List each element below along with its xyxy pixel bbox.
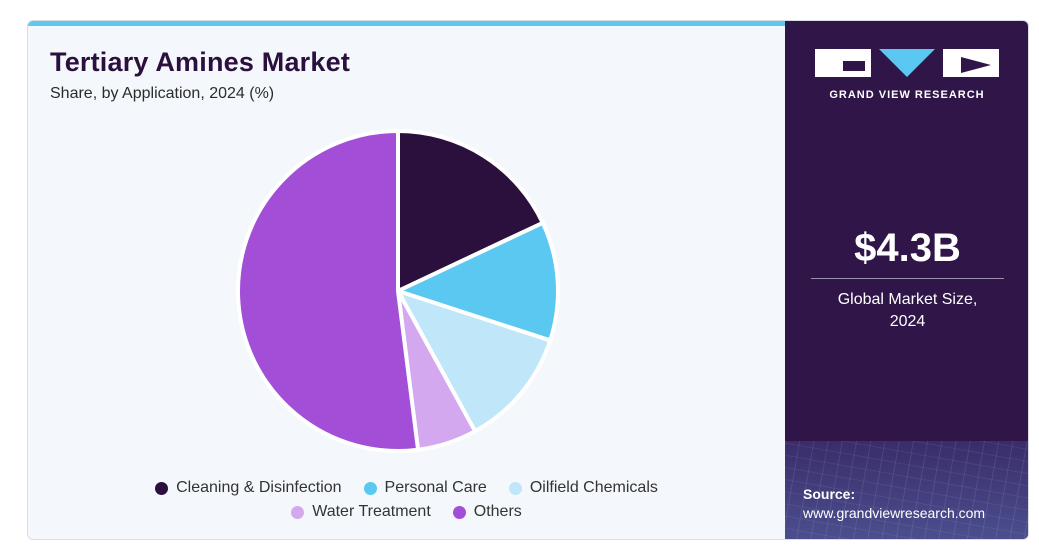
pie-slice-others [235,129,421,453]
legend-item-water: Water Treatment [291,503,431,521]
panel-gradient [785,441,1028,539]
legend-label-water: Water Treatment [312,503,431,520]
legend-row-1: Cleaning & Disinfection Personal Care Oi… [28,479,785,497]
source-url[interactable]: www.grandviewresearch.com [803,505,986,521]
source-label: Source: [803,486,856,502]
chart-title: Tertiary Amines Market [50,47,351,77]
legend-item-oilfield: Oilfield Chemicals [508,479,658,497]
gvr-logo: GRAND VIEW RESEARCH [815,47,999,101]
report-card: Tertiary Amines Market Share, by Applica… [27,20,1029,540]
pie-slice-cleaning [396,129,545,293]
legend-item-personal-care: Personal Care [363,479,487,497]
market-size-label-line2: 2024 [889,313,926,330]
legend-label-personal-care: Personal Care [384,479,487,496]
legend-label-others: Others [473,503,522,520]
summary-panel: GRAND VIEW RESEARCH $4.3B Global Market … [785,21,1028,539]
chart-subtitle: Share, by Application, 2024 (%) [50,85,275,102]
legend-label-cleaning: Cleaning & Disinfection [176,479,342,496]
legend-dot-oilfield [508,481,522,495]
accent-bar [28,21,785,26]
market-size-value: $4.3B [854,226,961,270]
gvr-logo-icon [815,49,999,77]
legend-dot-personal-care [363,481,377,495]
legend-dot-water [291,505,305,519]
legend-item-others: Others [452,503,522,521]
brand-name: GRAND VIEW RESEARCH [829,89,985,101]
chart-panel: Tertiary Amines Market Share, by Applica… [28,21,785,539]
market-size-label-line1: Global Market Size, [837,291,978,308]
panel-grid-decoration [785,441,1028,539]
legend-dot-cleaning [155,481,169,495]
market-size-label: Global Market Size, 2024 [785,289,1028,333]
legend-item-cleaning: Cleaning & Disinfection [155,479,342,497]
legend-label-oilfield: Oilfield Chemicals [529,479,658,496]
pie-chart [235,129,560,453]
summary-divider [811,278,1004,279]
pie-slice-oilfield [396,289,553,434]
legend-row-2: Water Treatment Others [28,503,785,521]
legend-dot-others [452,505,466,519]
pie-slice-personal-care [396,220,560,343]
